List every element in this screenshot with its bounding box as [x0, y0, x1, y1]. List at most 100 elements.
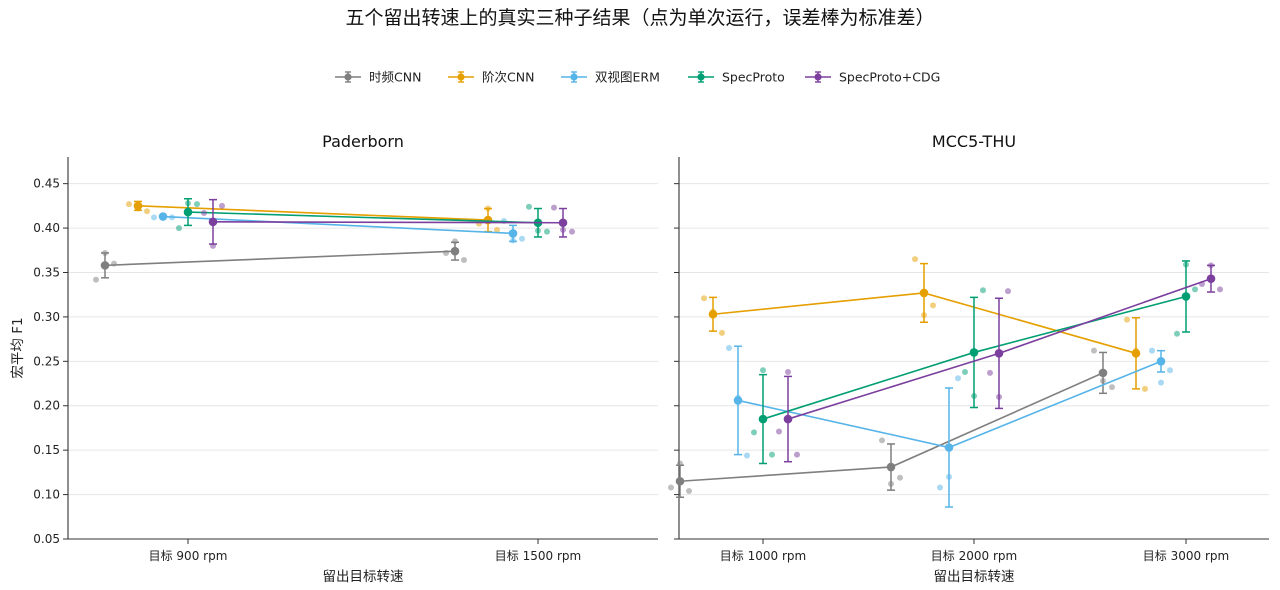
- mean-marker: [133, 201, 143, 211]
- mean-marker: [1181, 292, 1191, 301]
- x-tick-label: 目标 3000 rpm: [1143, 549, 1229, 563]
- run-point: [551, 204, 557, 211]
- y-tick-label: 0.40: [33, 221, 60, 235]
- run-point: [760, 367, 766, 374]
- run-point: [569, 228, 575, 235]
- x-axis-label: 留出目标转速: [934, 569, 1015, 585]
- y-tick-label: 0.45: [33, 177, 60, 191]
- run-point: [776, 428, 782, 435]
- legend-swatch-marker: [344, 73, 352, 81]
- mean-marker: [158, 212, 168, 221]
- run-point: [219, 202, 225, 209]
- run-point: [1217, 286, 1223, 293]
- x-tick-label: 目标 1000 rpm: [720, 549, 806, 563]
- mean-marker: [783, 414, 793, 424]
- mean-marker: [508, 229, 518, 238]
- run-point: [176, 225, 182, 232]
- run-point: [794, 451, 800, 458]
- run-point: [1124, 316, 1130, 323]
- run-point: [962, 368, 968, 375]
- x-tick-label: 目标 1500 rpm: [495, 549, 581, 563]
- run-point: [1109, 384, 1115, 391]
- run-point: [701, 295, 707, 302]
- mean-marker: [919, 288, 929, 298]
- run-point: [126, 201, 132, 208]
- mean-marker: [1206, 274, 1216, 284]
- mean-marker: [944, 443, 954, 452]
- run-point: [744, 452, 750, 459]
- legend-swatch-marker: [457, 73, 465, 81]
- run-point: [955, 375, 961, 382]
- mean-marker: [733, 396, 743, 405]
- mean-marker: [1098, 368, 1108, 378]
- series-specproto: [751, 260, 1198, 465]
- legend-entry-4: SpecProto+CDG: [805, 70, 940, 85]
- run-point: [937, 484, 943, 491]
- run-point: [751, 429, 757, 436]
- series-cnn: [93, 238, 467, 283]
- legend-entry-0: 时频CNN: [335, 70, 421, 85]
- legend-entry-1: 阶次CNN: [448, 70, 534, 85]
- run-point: [144, 208, 150, 215]
- figure-title: 五个留出转速上的真实三种子结果（点为单次运行，误差棒为标准差）: [345, 7, 934, 29]
- mean-marker: [675, 476, 685, 486]
- legend-swatch-marker: [570, 73, 578, 81]
- mean-line: [104, 250, 456, 267]
- mean-line: [212, 221, 564, 224]
- run-point: [719, 329, 725, 336]
- run-point: [526, 203, 532, 210]
- legend-label: 时频CNN: [369, 70, 421, 85]
- y-tick-label: 0.25: [33, 354, 60, 368]
- y-tick-label: 0.30: [33, 310, 60, 324]
- series-specproto-cdg: [776, 262, 1223, 463]
- y-tick-label: 0.05: [33, 532, 60, 546]
- mean-line: [162, 215, 514, 235]
- mean-marker: [994, 349, 1004, 358]
- run-point: [912, 256, 918, 263]
- run-point: [93, 276, 99, 283]
- x-axis-label: 留出目标转速: [323, 569, 404, 585]
- run-point: [1149, 347, 1155, 354]
- series-erm: [151, 212, 525, 244]
- mean-marker: [1156, 357, 1166, 366]
- run-point: [201, 209, 207, 216]
- panel-title: Paderborn: [322, 132, 404, 151]
- mean-marker: [208, 217, 218, 227]
- run-point: [668, 484, 674, 491]
- run-point: [785, 368, 791, 375]
- mean-marker: [183, 207, 193, 217]
- legend-label: 阶次CNN: [482, 70, 534, 85]
- run-point: [897, 474, 903, 481]
- run-point: [194, 201, 200, 208]
- run-point: [151, 214, 157, 221]
- run-point: [980, 287, 986, 294]
- run-point: [519, 235, 525, 242]
- x-tick-label: 目标 2000 rpm: [931, 549, 1017, 563]
- series-specproto-cdg: [201, 198, 575, 249]
- mean-marker: [969, 348, 979, 357]
- run-point: [1192, 286, 1198, 293]
- series-cnn: [701, 256, 1148, 392]
- legend-swatch-marker: [697, 73, 705, 81]
- run-point: [686, 488, 692, 495]
- mean-marker: [1131, 349, 1141, 358]
- y-tick-label: 0.20: [33, 399, 60, 413]
- run-point: [930, 302, 936, 309]
- run-point: [544, 228, 550, 235]
- run-point: [1091, 347, 1097, 354]
- mean-line: [187, 211, 539, 224]
- mean-marker: [708, 309, 718, 319]
- mean-marker: [886, 462, 896, 472]
- y-tick-label: 0.35: [33, 265, 60, 279]
- series-erm: [726, 345, 1173, 508]
- x-tick-label: 目标 900 rpm: [149, 549, 228, 563]
- legend-entry-3: SpecProto: [688, 70, 785, 85]
- panel-mcc5-thu: 目标 1000 rpm 目标 2000 rpm 目标 3000 rpm MCC5-TH…: [668, 132, 1269, 585]
- panel-paderborn: 0.05 0.10 0.15 0.20 0.25 0.30 0.35 0.40 0.45 目标 9…: [10, 132, 658, 585]
- run-point: [1158, 379, 1164, 386]
- run-point: [879, 437, 885, 444]
- legend-label: 双视图ERM: [595, 70, 660, 85]
- panel-title: MCC5-THU: [932, 132, 1016, 151]
- series-specproto: [176, 198, 550, 238]
